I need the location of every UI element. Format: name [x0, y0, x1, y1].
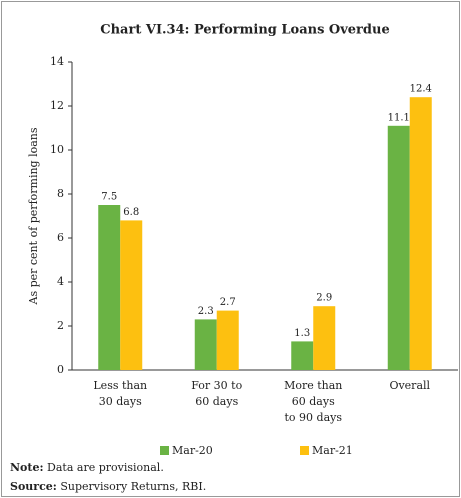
y-tick-label: 6: [57, 231, 64, 244]
value-label: 11.1: [388, 112, 410, 123]
y-tick-label: 4: [57, 275, 64, 288]
note-text: Data are provisional.: [47, 461, 164, 474]
legend-label: Mar-21: [312, 444, 353, 457]
source-text: Supervisory Returns, RBI.: [60, 480, 206, 493]
bar: [98, 205, 121, 370]
x-tick-label-line: to 90 days: [285, 411, 343, 424]
note-label: Note:: [10, 461, 44, 474]
bar: [194, 319, 217, 370]
y-axis-label: As per cent of performing loans: [27, 127, 40, 305]
x-tick-label-line: Less than: [93, 379, 147, 392]
chart-title: Chart VI.34: Performing Loans Overdue: [100, 23, 389, 38]
y-tick-label: 12: [50, 99, 64, 112]
value-label: 6.8: [123, 207, 139, 218]
y-tick-label: 0: [57, 363, 64, 376]
bar: [216, 310, 239, 370]
x-tick-label-line: 60 days: [292, 395, 335, 408]
y-tick-label: 10: [50, 143, 64, 156]
y-tick-label: 14: [50, 55, 64, 68]
legend-label: Mar-20: [172, 444, 213, 457]
bar: [120, 220, 143, 370]
legend-swatch: [300, 446, 309, 455]
source: Source: Supervisory Returns, RBI.: [10, 480, 206, 493]
legend-swatch: [160, 446, 169, 455]
x-tick-label-line: 60 days: [195, 395, 238, 408]
x-tick-label-line: For 30 to: [191, 379, 242, 392]
y-tick-label: 8: [57, 187, 64, 200]
x-tick-label: More than 60 days to 90 days: [284, 379, 342, 424]
value-label: 7.5: [101, 192, 117, 203]
value-label: 2.3: [198, 306, 214, 317]
x-tick-label-line: Overall: [389, 379, 430, 392]
bar: [387, 125, 410, 370]
source-label: Source:: [10, 480, 57, 493]
value-label: 12.4: [410, 84, 432, 95]
x-tick-label: For 30 to 60 days: [191, 379, 242, 408]
x-tick-label: Less than 30 days: [93, 379, 147, 408]
bar: [291, 341, 314, 370]
x-tick-label-line: 30 days: [99, 395, 142, 408]
x-tick-label-line: More than: [284, 379, 342, 392]
value-label: 1.3: [294, 328, 310, 339]
y-tick-label: 2: [57, 319, 64, 332]
value-label: 2.7: [220, 297, 236, 308]
bar: [313, 306, 336, 370]
bar: [409, 97, 432, 370]
note: Note: Data are provisional.: [10, 461, 164, 474]
x-tick-label: Overall: [389, 379, 430, 392]
value-label: 2.9: [316, 293, 332, 304]
